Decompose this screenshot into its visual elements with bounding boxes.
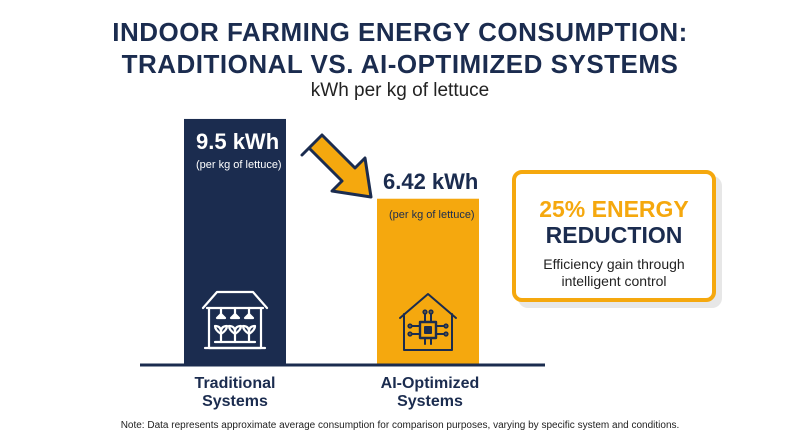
energy-reduction-callout: 25% ENERGY REDUCTION Efficiency gain thr… xyxy=(512,170,716,302)
chart-title: INDOOR FARMING ENERGY CONSUMPTION: TRADI… xyxy=(0,16,800,80)
category-label-line: Systems xyxy=(397,393,463,410)
bar-value-label: 9.5 kWh xyxy=(196,128,280,154)
greenhouse-plants-icon xyxy=(201,290,269,350)
callout-headline: 25% ENERGY REDUCTION xyxy=(516,196,712,248)
bar-traditional xyxy=(184,118,286,365)
callout-headline-line-1: 25% ENERGY xyxy=(539,196,689,222)
ai-chip-house-icon xyxy=(399,293,457,351)
category-label: Traditional Systems xyxy=(160,375,310,411)
chart-title-line-2: TRADITIONAL VS. AI-OPTIMIZED SYSTEMS xyxy=(121,49,679,79)
chart-title-line-1: INDOOR FARMING ENERGY CONSUMPTION: xyxy=(112,17,688,47)
callout-headline-line-2: REDUCTION xyxy=(545,222,683,248)
footnote: Note: Data represents approximate averag… xyxy=(120,420,680,431)
callout-body: Efficiency gain through intelligent cont… xyxy=(543,256,685,289)
chart-subtitle: kWh per kg of lettuce xyxy=(310,80,490,101)
category-label-line: Traditional xyxy=(194,375,276,392)
category-label: AI-Optimized Systems xyxy=(355,375,505,411)
bar-value-label: 6.42 kWh xyxy=(383,168,479,194)
bar-unit-label: (per kg of lettuce) xyxy=(196,158,282,171)
arrow-down-right-icon xyxy=(300,133,373,199)
bar-unit-label: (per kg of lettuce) xyxy=(389,208,475,221)
bar-ai-optimized xyxy=(377,198,479,365)
category-label-line: Systems xyxy=(202,393,268,410)
category-label-line: AI-Optimized xyxy=(380,375,480,392)
